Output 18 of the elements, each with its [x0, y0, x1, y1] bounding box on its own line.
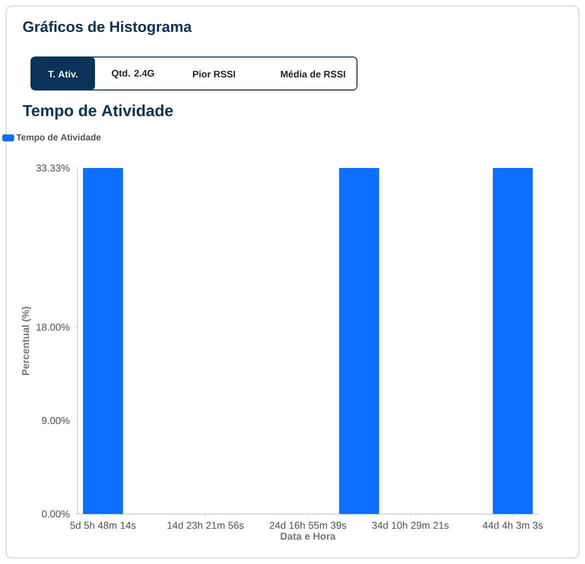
y-tick-label: 9.00%: [42, 417, 70, 424]
x-tick-label: 44d 4h 3m 3s: [482, 522, 543, 529]
text: Média de RSSI: [280, 70, 346, 78]
text: Gráficos de Histograma: [23, 20, 192, 36]
y-tick-label: 18.00%: [36, 324, 70, 331]
text: Qtd. 2.4G: [112, 70, 154, 78]
y-axis-title: Percentual (%): [22, 306, 32, 376]
y-tick-label: 0.00%: [42, 510, 70, 518]
text: Pior RSSI: [193, 70, 236, 78]
x-tick-label: 5d 5h 48m 14s: [70, 522, 136, 529]
x-tick-label: 34d 10h 29m 21s: [372, 522, 449, 529]
x-axis-title: Data e Hora: [280, 532, 336, 540]
legend-label: Tempo de Atividade: [16, 134, 101, 142]
x-tick-label: 14d 23h 21m 56s: [168, 522, 244, 529]
chart-title: Tempo de Atividade: [22, 104, 173, 120]
y-tick-label: 33.33%: [36, 164, 70, 172]
text: T. Ativ.: [48, 70, 78, 78]
x-tick-label: 24d 16h 55m 39s: [270, 522, 346, 529]
